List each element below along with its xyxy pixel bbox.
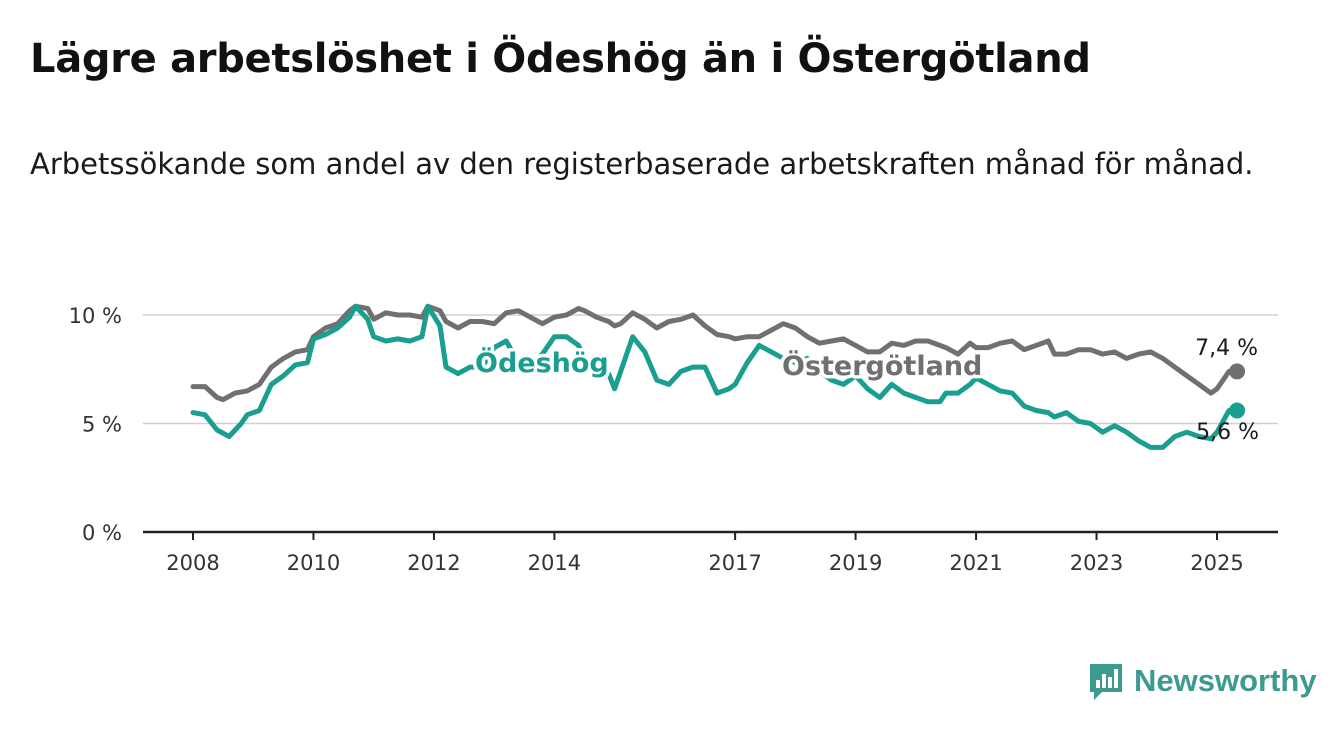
bar-chart-logo-icon xyxy=(1090,664,1122,700)
x-tick-label: 2019 xyxy=(829,551,882,575)
y-axis-ticks: 0 % 5 % 10 % xyxy=(69,304,122,545)
end-label-odeshog: 5,6 % xyxy=(1196,420,1259,445)
chart-title: Lägre arbetslöshet i Ödeshög än i Österg… xyxy=(30,36,1091,82)
line-chart: 0 %5 %10 % 2008 2010 2012 2014 2017 2019 2021 2… xyxy=(69,303,1278,575)
x-tick-label: 2010 xyxy=(287,551,340,575)
y-tick-label: 10 % xyxy=(69,304,122,328)
x-tick-label: 2025 xyxy=(1190,551,1243,575)
x-tick-label: 2008 xyxy=(166,551,219,575)
series-line-ostergotland xyxy=(190,303,1232,403)
newsworthy-logo: Newsworthy xyxy=(1088,660,1317,702)
y-tick-label: 0 % xyxy=(82,521,122,545)
end-point-odeshog xyxy=(1229,402,1246,419)
series-label-odeshog: Ödeshög xyxy=(475,346,609,379)
x-tick-label: 2023 xyxy=(1070,551,1123,575)
chart-subtitle: Arbetssökande som andel av den registerb… xyxy=(30,147,1254,181)
series-line-odeshog xyxy=(190,303,1232,450)
x-tick-label: 2012 xyxy=(407,551,460,575)
x-tick-label: 2014 xyxy=(528,551,581,575)
end-label-ostergotland: 7,4 % xyxy=(1195,336,1258,361)
x-tick-label: 2021 xyxy=(949,551,1002,575)
brand-name: Newsworthy xyxy=(1134,663,1317,698)
x-tick-label: 2017 xyxy=(708,551,761,575)
series-label-ostergotland: Östergötland xyxy=(782,349,982,382)
y-tick-label: 5 % xyxy=(82,413,122,437)
end-point-ostergotland xyxy=(1229,363,1246,380)
x-axis-ticks: 2008 2010 2012 2014 2017 2019 2021 2023 2025 xyxy=(166,532,1244,575)
